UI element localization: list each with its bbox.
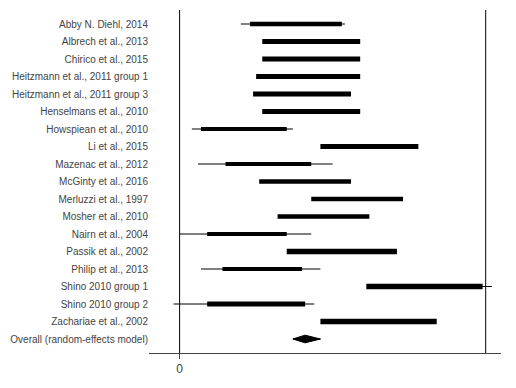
svg-text:Mosher et al., 2010: Mosher et al., 2010 — [62, 211, 148, 222]
svg-text:Nairn et al., 2004: Nairn et al., 2004 — [72, 229, 149, 240]
svg-text:Zachariae et al., 2002: Zachariae et al., 2002 — [51, 316, 148, 327]
svg-text:Heitzmann et al., 2011 group 3: Heitzmann et al., 2011 group 3 — [12, 89, 148, 100]
svg-text:Shino 2010 group 2: Shino 2010 group 2 — [61, 299, 149, 310]
svg-text:Howspiean et al., 2010: Howspiean et al., 2010 — [46, 124, 148, 135]
svg-text:Abby N. Diehl, 2014: Abby N. Diehl, 2014 — [59, 19, 148, 30]
svg-text:Passik et al., 2002: Passik et al., 2002 — [66, 246, 148, 257]
svg-text:Philip et al., 2013: Philip et al., 2013 — [71, 264, 148, 275]
svg-text:0: 0 — [176, 362, 183, 376]
svg-text:Henselmans et al., 2010: Henselmans et al., 2010 — [40, 106, 148, 117]
svg-text:Chirico et al., 2015: Chirico et al., 2015 — [65, 54, 149, 65]
svg-text:McGinty et al., 2016: McGinty et al., 2016 — [59, 176, 148, 187]
svg-text:Li et al., 2015: Li et al., 2015 — [88, 141, 148, 152]
svg-text:Heitzmann et al., 2011 group 1: Heitzmann et al., 2011 group 1 — [12, 71, 148, 82]
svg-text:Shino 2010 group 1: Shino 2010 group 1 — [61, 281, 149, 292]
svg-text:Merluzzi et al., 1997: Merluzzi et al., 1997 — [59, 194, 149, 205]
svg-text:Mazenac et al., 2012: Mazenac et al., 2012 — [55, 159, 148, 170]
svg-text:Overall (random-effects model): Overall (random-effects model) — [10, 334, 148, 345]
svg-text:Albrech et al., 2013: Albrech et al., 2013 — [62, 36, 149, 47]
